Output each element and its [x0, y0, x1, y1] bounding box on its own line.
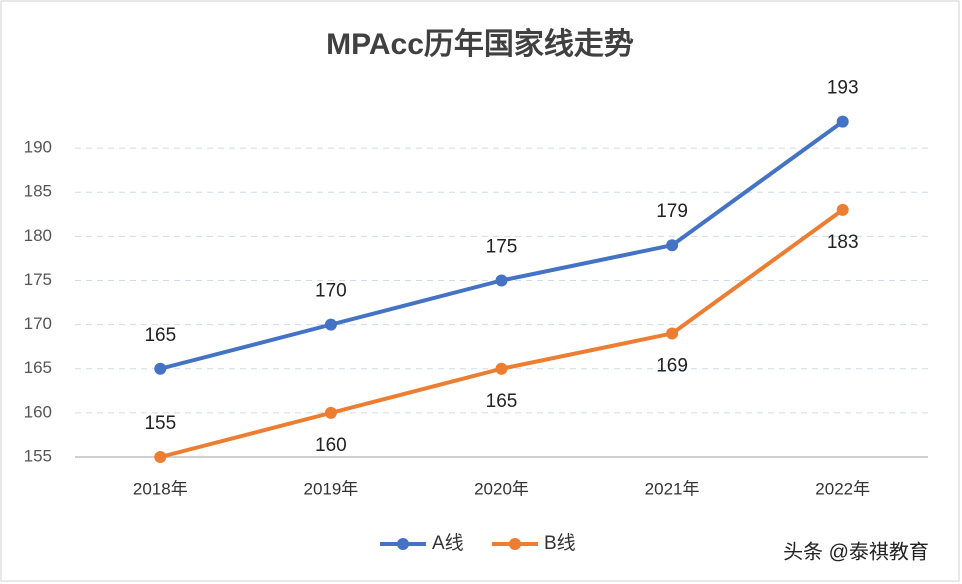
data-label: 165 [486, 391, 518, 412]
data-point [836, 115, 849, 128]
legend-marker [509, 538, 521, 550]
y-tick-label: 175 [24, 270, 52, 289]
data-label: 155 [144, 413, 176, 434]
chart-title: MPAcc历年国家线走势 [326, 28, 634, 61]
y-tick-label: 160 [24, 402, 52, 421]
data-label: 169 [656, 355, 688, 376]
data-point [836, 203, 849, 216]
data-point [495, 362, 508, 375]
data-point [324, 406, 337, 419]
data-label: 175 [486, 237, 518, 258]
y-tick-label: 165 [24, 358, 52, 377]
x-tick-label: 2022年 [815, 479, 870, 498]
x-tick-label: 2021年 [645, 479, 700, 498]
data-point [324, 318, 337, 331]
x-tick-label: 2020年 [474, 479, 529, 498]
data-label: 183 [827, 232, 859, 253]
data-point [154, 362, 167, 375]
data-label: 160 [315, 435, 347, 456]
data-label: 170 [315, 281, 347, 302]
legend-label: B线 [544, 532, 576, 554]
y-tick-label: 190 [24, 138, 52, 157]
data-label: 193 [827, 78, 859, 99]
data-point [666, 239, 679, 252]
y-tick-label: 170 [24, 314, 52, 333]
data-label: 165 [144, 325, 176, 346]
x-tick-label: 2019年 [303, 479, 358, 498]
data-point [495, 274, 508, 287]
y-tick-label: 180 [24, 226, 52, 245]
data-label: 179 [656, 201, 688, 222]
data-point [154, 451, 167, 463]
y-tick-label: 185 [24, 182, 52, 201]
legend-marker [397, 538, 409, 550]
data-point [666, 327, 679, 340]
legend-label: A线 [432, 532, 464, 554]
watermark: 头条 @泰祺教育 [783, 540, 929, 563]
y-tick-label: 155 [24, 446, 52, 465]
x-tick-label: 2018年 [133, 479, 188, 498]
